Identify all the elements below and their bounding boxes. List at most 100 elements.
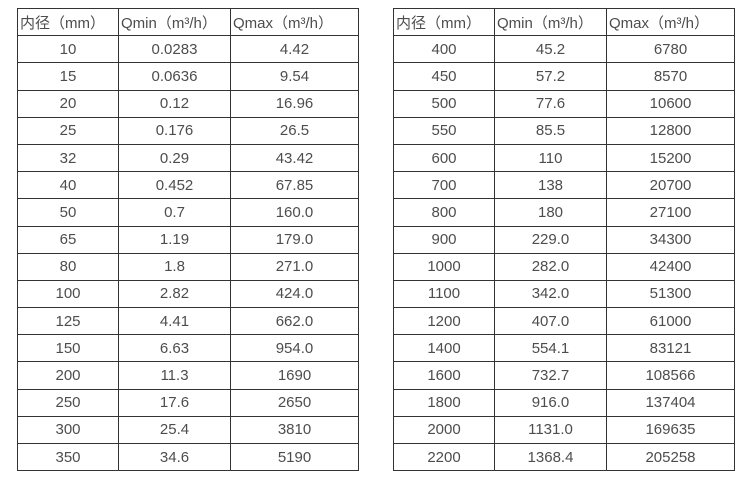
table-cell: 27100	[606, 198, 735, 227]
table-cell: 3810	[230, 415, 359, 445]
table-cell: 77.6	[494, 89, 607, 118]
table-cell: 2200	[393, 442, 495, 472]
table-cell: 550	[393, 116, 495, 145]
table-row: 300 25.4 3810	[17, 415, 359, 445]
table-cell: 1800	[393, 388, 495, 417]
table-cell: 17.6	[118, 388, 231, 417]
table-cell: 1600	[393, 361, 495, 390]
table-row: 250 17.6 2650	[17, 388, 359, 417]
table-cell: 32	[17, 143, 119, 173]
table-cell: 0.176	[118, 116, 231, 145]
table-row: 400 45.2 6780	[393, 35, 735, 64]
table-cell: 600	[393, 143, 495, 173]
table-row: 550 85.5 12800	[393, 116, 735, 145]
table-cell: 65	[17, 225, 119, 254]
table-row: 800 180 27100	[393, 198, 735, 227]
table-cell: 50	[17, 198, 119, 227]
header-cell: Qmin（m³/h）	[118, 7, 231, 37]
table-row: 20 0.12 16.96	[17, 89, 359, 118]
table-row: 100 2.82 424.0	[17, 279, 359, 309]
table-cell: 61000	[606, 307, 735, 336]
table-cell: 1.19	[118, 225, 231, 254]
table-row: 10 0.0283 4.42	[17, 35, 359, 64]
table-row: 80 1.8 271.0	[17, 252, 359, 281]
table-cell: 9.54	[230, 62, 359, 91]
table-cell: 34300	[606, 225, 735, 254]
table-cell: 0.0283	[118, 35, 231, 64]
table-cell: 1368.4	[494, 442, 607, 472]
table-row: 1400 554.1 83121	[393, 334, 735, 363]
table-row: 65 1.19 179.0	[17, 225, 359, 254]
table-cell: 4.42	[230, 35, 359, 64]
table-cell: 34.6	[118, 442, 231, 472]
table-row: 40 0.452 67.85	[17, 171, 359, 200]
table-cell: 900	[393, 225, 495, 254]
table-cell: 732.7	[494, 361, 607, 390]
table-row: 700 138 20700	[393, 171, 735, 200]
table-cell: 169635	[606, 415, 735, 445]
table-cell: 1100	[393, 279, 495, 309]
table-cell: 137404	[606, 388, 735, 417]
table-row: 1100 342.0 51300	[393, 279, 735, 309]
table-cell: 16.96	[230, 89, 359, 118]
table-cell: 1400	[393, 334, 495, 363]
table-cell: 2.82	[118, 279, 231, 309]
header-row: 内径（mm） Qmin（m³/h） Qmax（m³/h）	[17, 7, 359, 37]
table-cell: 180	[494, 198, 607, 227]
table-cell: 150	[17, 334, 119, 363]
table-row: 200 11.3 1690	[17, 361, 359, 390]
table-cell: 342.0	[494, 279, 607, 309]
table-cell: 800	[393, 198, 495, 227]
table-cell: 0.7	[118, 198, 231, 227]
table-cell: 662.0	[230, 307, 359, 336]
table-cell: 11.3	[118, 361, 231, 390]
table-cell: 282.0	[494, 252, 607, 281]
table-cell: 200	[17, 361, 119, 390]
table-row: 450 57.2 8570	[393, 62, 735, 91]
table-cell: 1690	[230, 361, 359, 390]
table-cell: 400	[393, 35, 495, 64]
table-row: 500 77.6 10600	[393, 89, 735, 118]
header-row: 内径（mm） Qmin（m³/h） Qmax（m³/h）	[393, 7, 735, 37]
table-cell: 1000	[393, 252, 495, 281]
table-cell: 80	[17, 252, 119, 281]
table-row: 1600 732.7 108566	[393, 361, 735, 390]
table-cell: 179.0	[230, 225, 359, 254]
table-cell: 51300	[606, 279, 735, 309]
table-cell: 4.41	[118, 307, 231, 336]
table-cell: 15	[17, 62, 119, 91]
flow-rate-tables-page: 内径（mm） Qmin（m³/h） Qmax（m³/h） 10 0.0283 4.42 15…	[17, 7, 735, 472]
table-row: 150 6.63 954.0	[17, 334, 359, 363]
table-cell: 45.2	[494, 35, 607, 64]
table-cell: 85.5	[494, 116, 607, 145]
table-cell: 407.0	[494, 307, 607, 336]
table-cell: 954.0	[230, 334, 359, 363]
table-cell: 0.12	[118, 89, 231, 118]
table-cell: 0.0636	[118, 62, 231, 91]
table-cell: 25	[17, 116, 119, 145]
header-cell: Qmax（m³/h）	[606, 7, 735, 37]
flow-table-large-diameters: 内径（mm） Qmin（m³/h） Qmax（m³/h） 400 45.2 6780 450…	[393, 7, 735, 472]
table-cell: 424.0	[230, 279, 359, 309]
table-cell: 6.63	[118, 334, 231, 363]
header-cell: 内径（mm）	[17, 7, 119, 37]
table-row: 1000 282.0 42400	[393, 252, 735, 281]
table-cell: 916.0	[494, 388, 607, 417]
table-cell: 125	[17, 307, 119, 336]
table-row: 2000 1131.0 169635	[393, 415, 735, 445]
table-cell: 250	[17, 388, 119, 417]
table-cell: 229.0	[494, 225, 607, 254]
table-cell: 26.5	[230, 116, 359, 145]
table-cell: 160.0	[230, 198, 359, 227]
table-cell: 1131.0	[494, 415, 607, 445]
table-row: 900 229.0 34300	[393, 225, 735, 254]
table-cell: 20700	[606, 171, 735, 200]
table-cell: 350	[17, 442, 119, 472]
table-cell: 12800	[606, 116, 735, 145]
table-row: 125 4.41 662.0	[17, 307, 359, 336]
table-cell: 100	[17, 279, 119, 309]
table-cell: 108566	[606, 361, 735, 390]
table-cell: 271.0	[230, 252, 359, 281]
table-row: 1800 916.0 137404	[393, 388, 735, 417]
table-cell: 40	[17, 171, 119, 200]
